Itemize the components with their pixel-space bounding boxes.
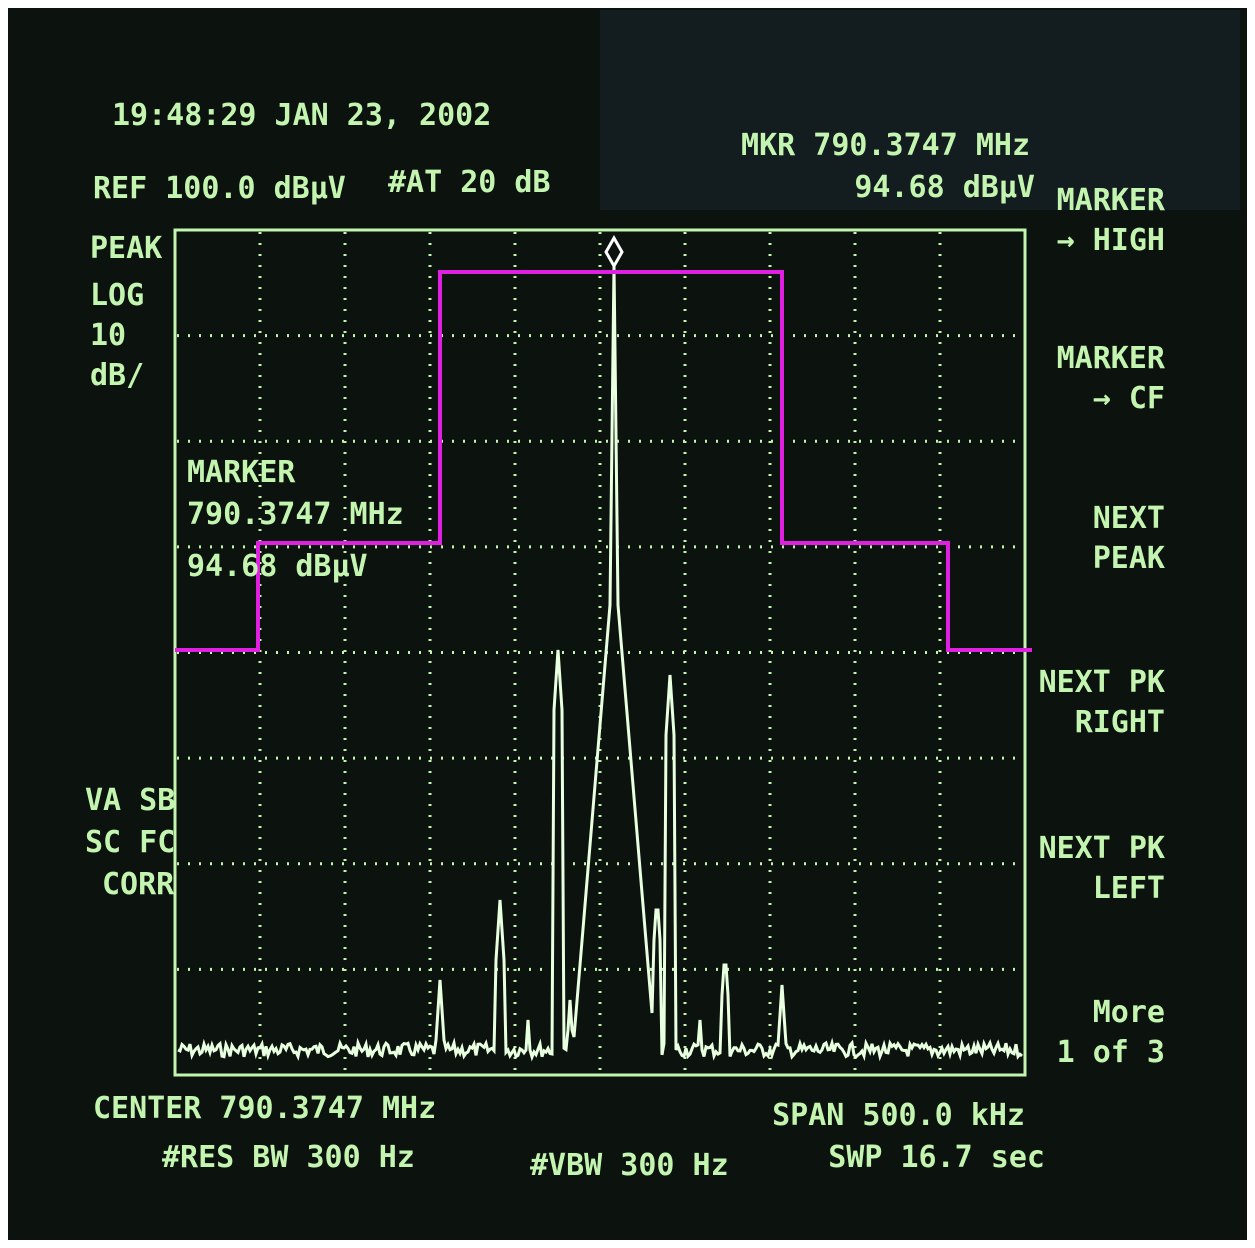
softkey-label: NEXT PK [1039, 665, 1165, 700]
screen-bg [8, 8, 1247, 1240]
softkey-label: NEXT PK [1039, 831, 1165, 866]
time: 19:48:29 JAN 23, 2002 [112, 98, 491, 133]
left-label: PEAK [90, 231, 162, 266]
softkey-label: More [1093, 995, 1165, 1030]
softkey-label: → CF [1093, 381, 1165, 416]
softkey-label: RIGHT [1075, 705, 1165, 740]
left-label: CORR [102, 867, 175, 902]
marker-box-line: 790.3747 MHz [187, 497, 404, 532]
left-label: SC FC [85, 825, 175, 860]
reflection [600, 10, 1240, 210]
span: SPAN 500.0 kHz [772, 1098, 1025, 1133]
left-label: 10 [90, 318, 126, 353]
graticule-border [173, 228, 1027, 1077]
vbw: #VBW 300 Hz [530, 1148, 729, 1183]
attenuation: #AT 20 dB [388, 165, 551, 200]
softkeys: MARKER → HIGH MARKER → CF NEXT PEAK NEXT PK RIG… [1039, 183, 1166, 1070]
marker-symbol [604, 234, 624, 270]
marker-freq: MKR 790.3747 MHz [741, 128, 1030, 163]
left-label: LOG [90, 278, 144, 313]
softkey-label: PEAK [1093, 541, 1165, 576]
graticule [177, 232, 1023, 1073]
softkey-label: LEFT [1093, 871, 1165, 906]
softkey-label: NEXT [1093, 501, 1165, 536]
limit-mask [175, 270, 1032, 652]
center-freq: CENTER 790.3747 MHz [93, 1091, 436, 1126]
sweep: SWP 16.7 sec [828, 1140, 1045, 1175]
softkey-label: 1 of 3 [1057, 1035, 1165, 1070]
spectrum-trace [177, 264, 1024, 1062]
left-label: VA SB [85, 783, 175, 818]
softkey-label: MARKER [1057, 183, 1166, 218]
softkey-label: MARKER [1057, 341, 1166, 376]
marker-level: 94.68 dBµV [854, 170, 1035, 205]
res-bw: #RES BW 300 Hz [162, 1140, 415, 1175]
softkey-label: → HIGH [1057, 223, 1165, 258]
marker-box-line: 94.68 dBµV [187, 549, 368, 584]
marker-box-line: MARKER [187, 455, 296, 490]
ref-level: REF 100.0 dBµV [93, 171, 346, 206]
left-label: dB/ [90, 358, 144, 393]
